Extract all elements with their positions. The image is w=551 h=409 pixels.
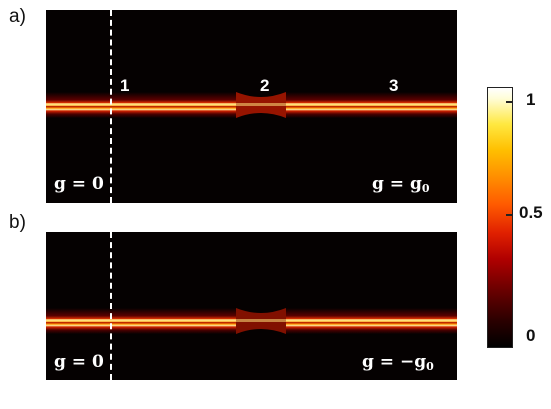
right-equation-b: g = −g0 <box>362 352 434 373</box>
right-equation-a: g = g0 <box>372 174 430 195</box>
dashed-line-a <box>110 10 112 203</box>
right-equation-b-sub: 0 <box>426 360 434 373</box>
band-b-core <box>46 319 457 322</box>
heatmap-panel-b: g = 0 g = −g0 <box>46 232 457 380</box>
right-equation-a-sub: 0 <box>421 182 430 195</box>
band-a-core <box>46 103 457 106</box>
panel-a-label: a) <box>9 6 26 27</box>
right-equation-b-main: g = −g <box>362 352 427 372</box>
right-equation-a-main: g = g <box>372 174 422 194</box>
left-equation-a: g = 0 <box>54 174 104 194</box>
marker-3: 3 <box>389 76 399 95</box>
colorbar-label-1: 1 <box>526 90 536 109</box>
dashed-line-b <box>110 232 112 380</box>
colorbar-label-0-5: 0.5 <box>519 203 543 222</box>
marker-1: 1 <box>120 76 130 95</box>
colorbar <box>487 87 513 348</box>
left-equation-b: g = 0 <box>54 352 104 372</box>
band-plot-a <box>46 92 457 118</box>
heatmap-panel-a: 1 2 3 g = 0 g = g0 <box>46 10 457 203</box>
colorbar-tick-top <box>506 101 512 103</box>
panel-b-label: b) <box>9 212 26 233</box>
marker-2: 2 <box>260 76 270 95</box>
colorbar-label-0: 0 <box>526 326 536 345</box>
band-plot-b <box>46 308 457 334</box>
colorbar-tick-mid <box>506 214 512 216</box>
